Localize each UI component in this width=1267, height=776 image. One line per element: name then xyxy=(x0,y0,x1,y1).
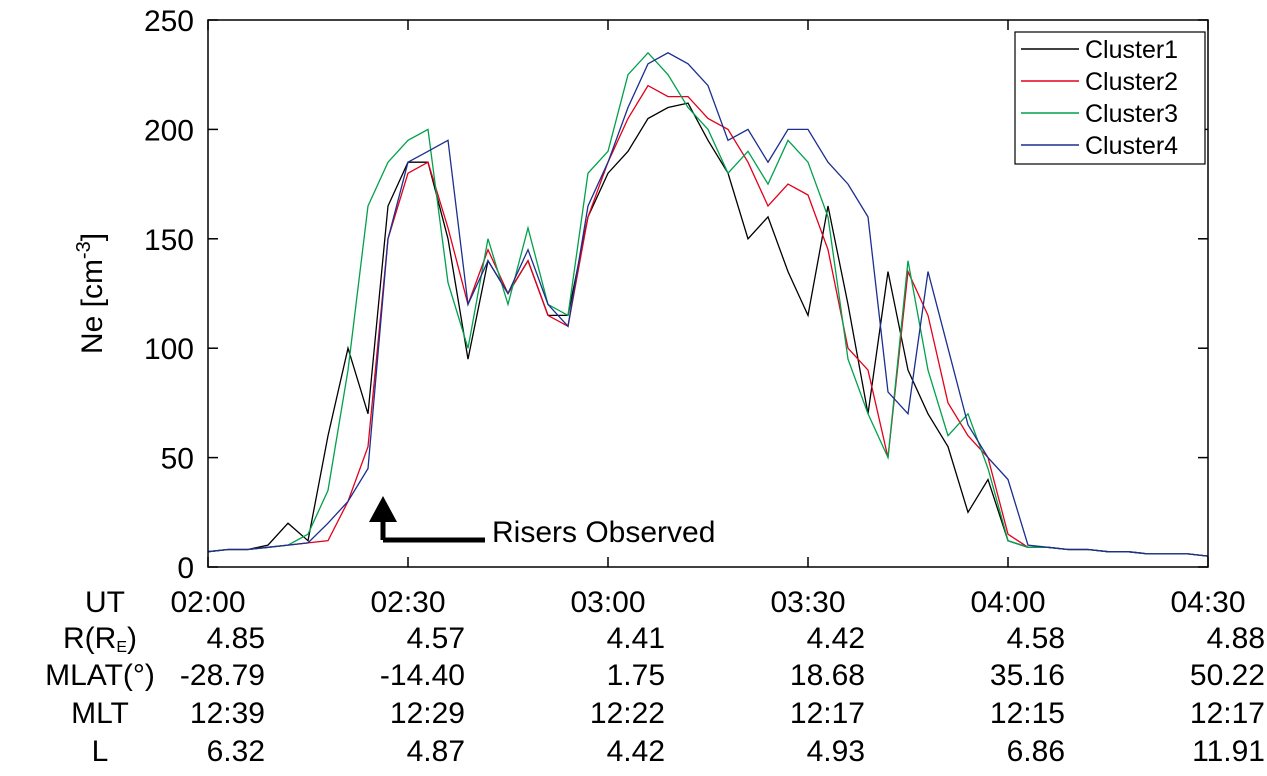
row-value: 11.91 xyxy=(1192,735,1265,768)
y-tick-label: 50 xyxy=(161,443,194,476)
row-label-end: ) xyxy=(127,622,137,655)
series-line xyxy=(207,51,1209,557)
y-tick-label: 200 xyxy=(144,114,194,147)
row-value: 6.32 xyxy=(207,735,265,768)
y-tick-label: 100 xyxy=(144,333,194,366)
x-axis-label: UT xyxy=(85,586,125,619)
y-label-sup: -3 xyxy=(73,241,95,259)
y-tick-label: 150 xyxy=(144,224,194,257)
row-value: 4.41 xyxy=(607,622,665,655)
annotation: Risers Observed xyxy=(492,516,715,549)
row-label-text: L xyxy=(92,735,109,768)
y-label-end: ] xyxy=(76,233,109,241)
y-tick-label: 0 xyxy=(177,552,194,585)
row-value: 18.68 xyxy=(790,659,865,692)
row-value: 12:29 xyxy=(390,697,465,730)
row-label-text: MLAT(°) xyxy=(45,659,155,692)
legend-label: Cluster1 xyxy=(1085,36,1178,64)
y-tick-label: 250 xyxy=(144,5,194,38)
row-value: 12:15 xyxy=(990,697,1065,730)
row-value: 4.58 xyxy=(1007,622,1065,655)
legend-label: Cluster4 xyxy=(1085,132,1178,160)
x-tick-label: 04:30 xyxy=(1170,586,1245,619)
row-value: 6.86 xyxy=(1007,735,1065,768)
row-value: 4.57 xyxy=(407,622,465,655)
row-value: 12:39 xyxy=(190,697,265,730)
series-line xyxy=(207,102,1209,557)
x-tick-label: 02:00 xyxy=(170,586,245,619)
row-value: 12:17 xyxy=(1190,697,1265,730)
row-label: R(RE) xyxy=(63,622,137,656)
series-line xyxy=(207,52,1209,557)
row-value: 4.87 xyxy=(407,735,465,768)
row-value: -14.40 xyxy=(380,659,465,692)
row-value: 12:22 xyxy=(590,697,665,730)
plot-frame xyxy=(207,19,1209,568)
row-value: 35.16 xyxy=(990,659,1065,692)
annotation-arrowhead xyxy=(369,496,397,522)
row-value: -28.79 xyxy=(180,659,265,692)
legend-label: Cluster2 xyxy=(1085,68,1178,96)
row-value: 4.88 xyxy=(1207,622,1265,655)
row-value: 4.85 xyxy=(207,622,265,655)
legend-label: Cluster3 xyxy=(1085,100,1178,128)
row-value: 1.75 xyxy=(607,659,665,692)
x-tick-label: 03:00 xyxy=(570,586,645,619)
row-value: 12:17 xyxy=(790,697,865,730)
row-value: 4.42 xyxy=(807,622,865,655)
row-value: 4.42 xyxy=(607,735,665,768)
x-tick-label: 03:30 xyxy=(770,586,845,619)
y-axis-label: Ne [cm-3] xyxy=(73,233,109,354)
row-label-text: R(R xyxy=(63,622,116,655)
row-value: 4.93 xyxy=(807,735,865,768)
x-tick-label: 04:00 xyxy=(970,586,1045,619)
x-tick-label: 02:30 xyxy=(370,586,445,619)
row-label: MLAT(°) xyxy=(45,659,155,692)
y-label-text: Ne [cm xyxy=(76,259,109,354)
row-value: 50.22 xyxy=(1190,659,1265,692)
annotation-arrow xyxy=(380,518,485,543)
row-label-sub: E xyxy=(116,639,127,656)
legend-box xyxy=(1014,31,1206,165)
row-label-text: MLT xyxy=(71,697,129,730)
row-label: L xyxy=(92,735,109,768)
row-label: MLT xyxy=(71,697,129,730)
